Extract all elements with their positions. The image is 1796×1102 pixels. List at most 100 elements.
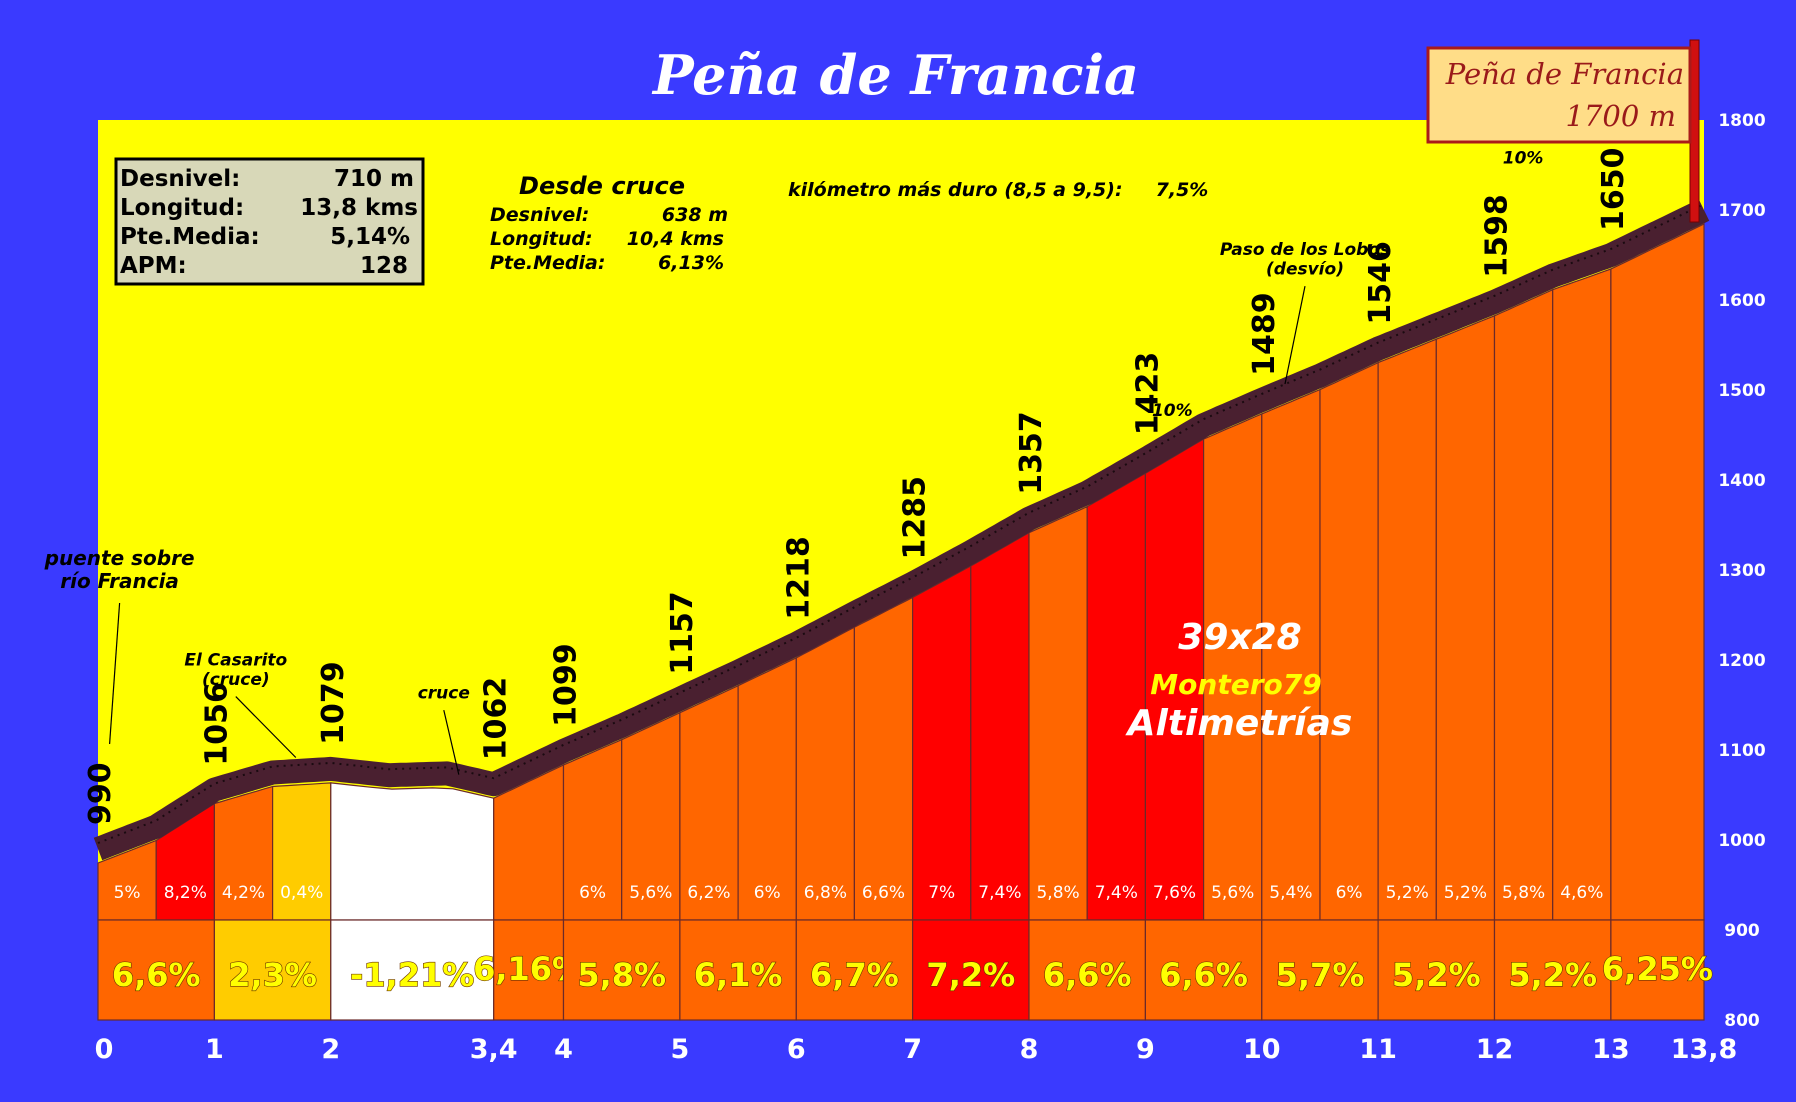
annotation-puente-leader xyxy=(109,602,121,745)
km-grade-5: 6,1% xyxy=(694,956,783,994)
half-km-segment-13 xyxy=(970,531,1030,921)
half-km-segment-21 xyxy=(1435,314,1496,921)
stats-label-pte-media: Pte.Media: xyxy=(120,224,260,250)
desde-cruce-value-pte-media: 6,13% xyxy=(658,252,724,274)
road-line xyxy=(91,199,1711,861)
x-tick-13: 13 xyxy=(1592,1034,1630,1065)
elevation-label-1357: 1357 xyxy=(1014,411,1049,495)
y-tick-1100: 1100 xyxy=(1718,741,1765,761)
km-segment-0 xyxy=(97,919,216,1021)
y-tick-800: 800 xyxy=(1724,1011,1760,1031)
half-km-segment-4 xyxy=(330,782,495,921)
half-km-segment-20 xyxy=(1377,338,1437,921)
half-km-grade-21: 5,2% xyxy=(1444,883,1487,903)
km-grade-6: 6,7% xyxy=(810,956,899,994)
annotation-pct1-line-0: 10% xyxy=(1152,401,1193,421)
x-tick-10: 10 xyxy=(1243,1034,1281,1065)
stats-value-desnivel: 710 m xyxy=(334,166,414,192)
km-segment-5 xyxy=(679,919,797,1021)
desde-cruce-label-pte-media: Pte.Media: xyxy=(490,252,605,274)
summit-sign-board xyxy=(1426,46,1692,144)
desde-cruce-value-desnivel: 638 m xyxy=(662,204,728,226)
half-km-grade-15: 7,4% xyxy=(1095,883,1138,903)
chart-title: Peña de Francia xyxy=(651,43,1139,107)
x-tick-11: 11 xyxy=(1359,1034,1397,1065)
elevation-label-990: 990 xyxy=(83,762,118,825)
half-km-segment-9 xyxy=(737,656,797,921)
km-grade-9: 6,6% xyxy=(1159,956,1248,994)
half-km-segment-24 xyxy=(1610,223,1705,921)
annotation-casarito-line-1: (cruce) xyxy=(202,670,270,690)
desde-cruce-label-desnivel: Desnivel: xyxy=(490,204,589,226)
annotation-casarito-leader xyxy=(235,696,297,758)
x-tick-1: 1 xyxy=(205,1034,224,1065)
half-km-grade-14: 5,8% xyxy=(1036,883,1079,903)
half-km-grade-9: 6% xyxy=(754,883,781,903)
km-segments: 6,6% 2,3% -1,21%6,16%5,8% 6,1% 6,7% 7,2% 6,6% 6… xyxy=(97,919,1714,1021)
half-km-segment-22 xyxy=(1493,288,1554,921)
half-km-segment-11 xyxy=(853,596,914,921)
road-profile xyxy=(91,199,1711,861)
km-grade-8: 6,6% xyxy=(1043,956,1132,994)
km-segment-6 xyxy=(795,919,914,1021)
annotation-puente-line-0: puente sobre xyxy=(44,546,195,570)
half-km-grade-3: 0,4% xyxy=(280,883,323,903)
half-km-segment-17 xyxy=(1202,412,1263,921)
km-segment-4 xyxy=(562,919,681,1021)
half-km-grade-12: 7% xyxy=(928,883,955,903)
half-km-segments: 5% 8,2% 4,2% 0,4% 6% 5,6% 6,2% 6% 6,8% 6,6% 7% 7,4%… xyxy=(97,223,1705,921)
x-tick-12: 12 xyxy=(1476,1034,1514,1065)
x-tick-0: 0 xyxy=(95,1034,114,1065)
elevation-label-1546: 1546 xyxy=(1363,241,1398,325)
half-km-segment-12 xyxy=(911,564,972,921)
km-grade-1: 2,3% xyxy=(228,956,317,994)
half-km-grade-17: 5,6% xyxy=(1211,883,1254,903)
annotation-pct2-line-0: 10% xyxy=(1503,149,1544,169)
km-grade-7: 7,2% xyxy=(926,956,1015,994)
annotation-lobos-line-0: Paso de los Lobos xyxy=(1220,240,1390,260)
y-tick-1600: 1600 xyxy=(1718,291,1765,311)
half-km-grade-8: 6,2% xyxy=(687,883,730,903)
y-tick-900: 900 xyxy=(1724,921,1760,941)
km-segment-3 xyxy=(493,919,565,1021)
half-km-grade-20: 5,2% xyxy=(1386,883,1429,903)
watermark-author: Montero79 xyxy=(1150,668,1321,701)
y-tick-1300: 1300 xyxy=(1718,561,1765,581)
annotation-puente-line-1: río Francia xyxy=(60,569,179,593)
km-segment-9 xyxy=(1144,919,1263,1021)
km-segment-1 xyxy=(213,919,332,1021)
half-km-grade-1: 8,2% xyxy=(164,883,207,903)
road-texture xyxy=(97,203,1705,844)
half-km-grade-19: 6% xyxy=(1336,883,1363,903)
elevation-label-1099: 1099 xyxy=(549,643,584,727)
half-km-grade-22: 5,8% xyxy=(1502,883,1545,903)
half-km-segment-10 xyxy=(795,626,856,921)
km-grade-4: 5,8% xyxy=(577,956,666,994)
half-km-grade-13: 7,4% xyxy=(978,883,1021,903)
elevation-label-1423: 1423 xyxy=(1130,352,1165,436)
y-tick-1800: 1800 xyxy=(1718,111,1765,131)
y-axis: 800 900 1000 1100 1200 1300 1400 1500 1600 1700 18… xyxy=(1718,111,1765,1031)
km-grade-13: 6,25% xyxy=(1602,950,1713,988)
half-km-segment-23 xyxy=(1552,268,1612,921)
stats-label-longitud: Longitud: xyxy=(120,195,244,221)
half-km-segment-15 xyxy=(1086,472,1147,921)
km-grade-2: -1,21% xyxy=(350,956,474,994)
stats-box-frame xyxy=(114,157,425,286)
y-tick-1400: 1400 xyxy=(1718,471,1765,491)
km-grade-0: 6,6% xyxy=(112,956,201,994)
half-km-grade-2: 4,2% xyxy=(222,883,265,903)
km-grade-10: 5,7% xyxy=(1276,956,1365,994)
annotation-cruce-leader xyxy=(443,709,460,775)
desde-cruce-block: Desde cruce Desnivel: 638 m Longitud: 10… xyxy=(490,172,728,274)
summit-sign: Peña de Francia 1700 m xyxy=(1426,39,1700,223)
half-km-grade-10: 6,8% xyxy=(804,883,847,903)
y-tick-1200: 1200 xyxy=(1718,651,1765,671)
half-km-grade-6: 6% xyxy=(579,883,606,903)
km-grade-12: 5,2% xyxy=(1508,956,1597,994)
half-km-grade-0: 5% xyxy=(114,883,141,903)
annotation-cruce-line-0: cruce xyxy=(418,684,470,704)
